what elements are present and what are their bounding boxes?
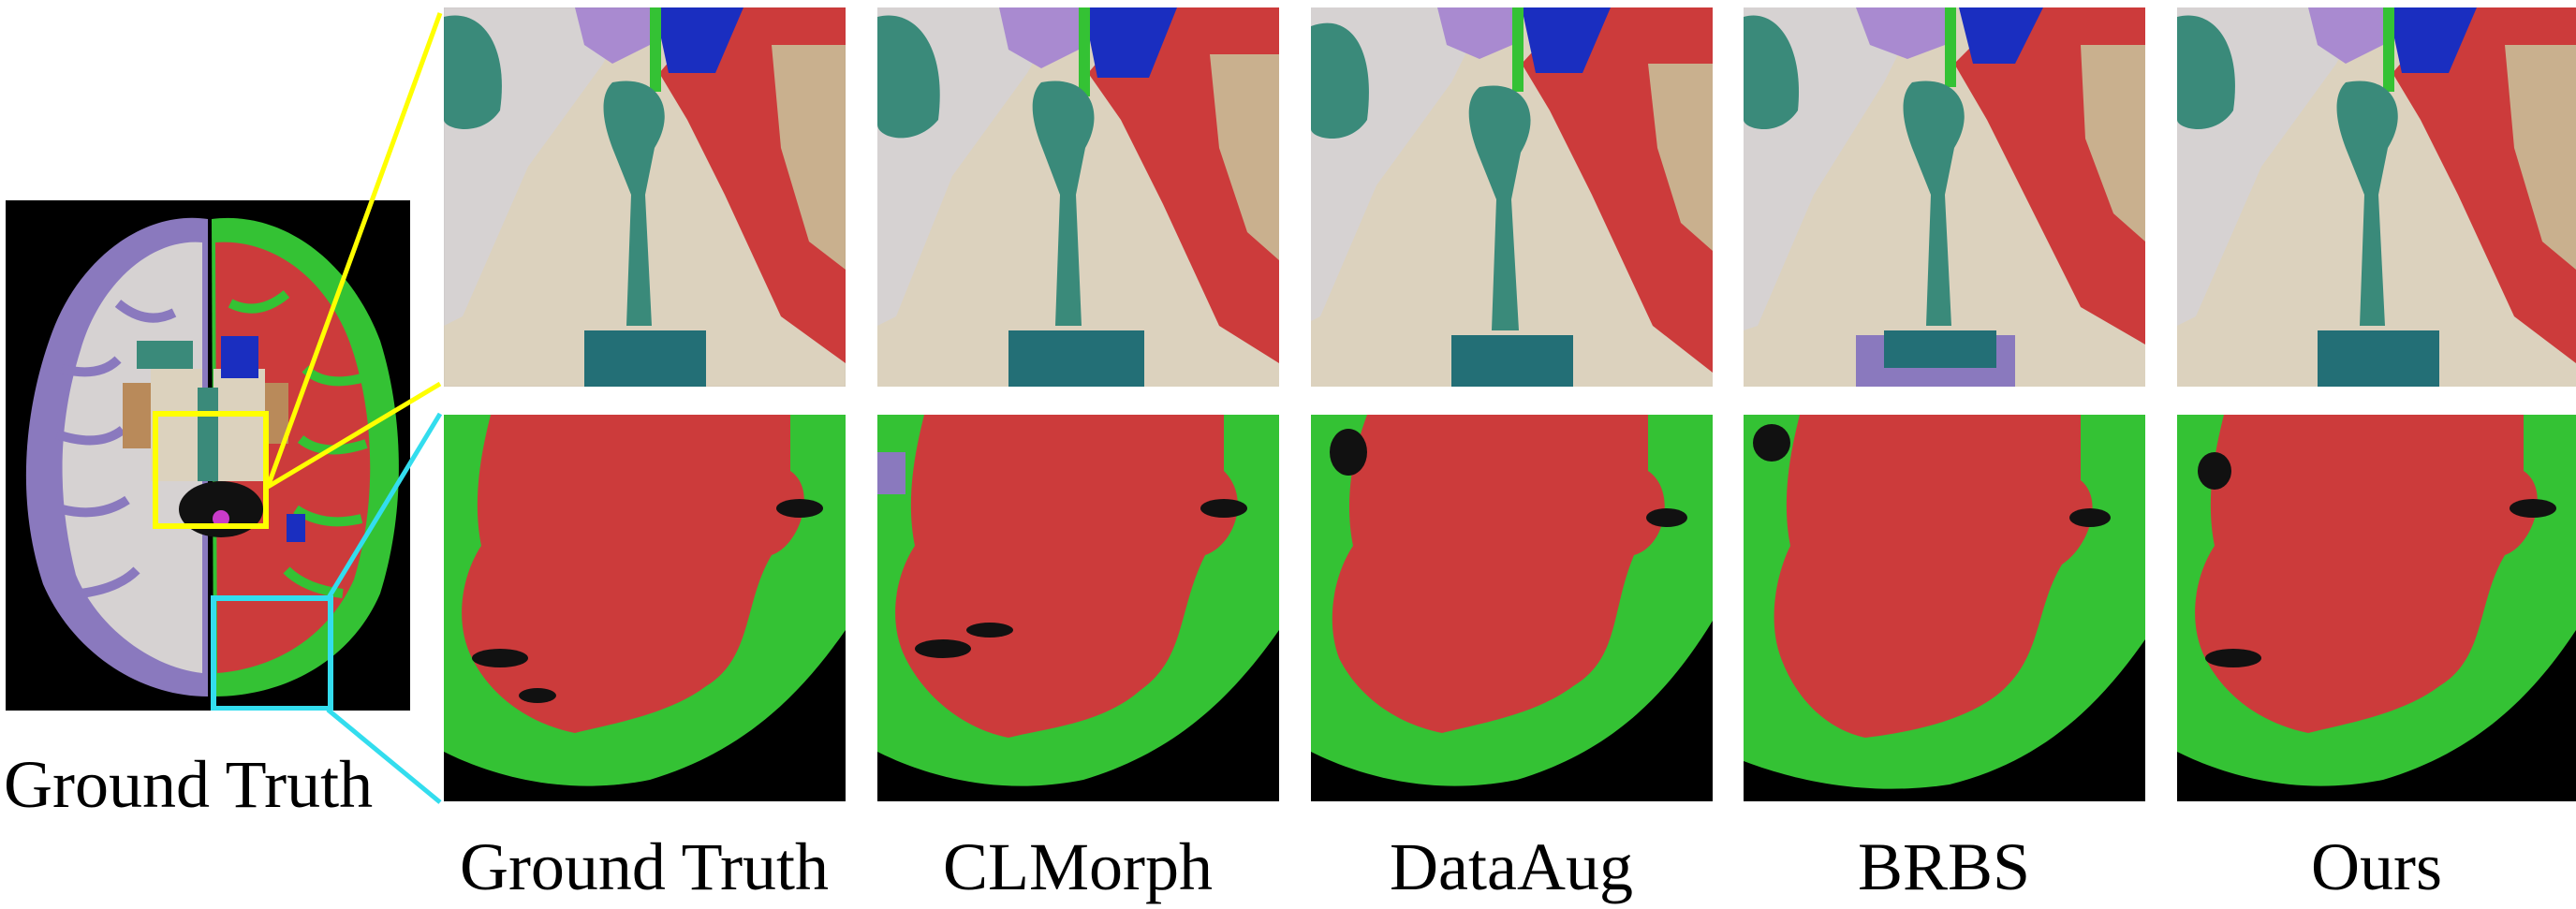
- overview-caption: Ground Truth: [4, 747, 374, 822]
- overview-brain-slice: [6, 200, 410, 711]
- zoom-center-brbs: [1744, 7, 2145, 387]
- zoom-cortex-dataaug: [1311, 415, 1713, 801]
- zoom-center-ours: [2177, 7, 2576, 387]
- column-label-dataaug: DataAug: [1390, 829, 1633, 904]
- column-label-clmorph: CLMorph: [943, 829, 1213, 904]
- zoom-center-dataaug: [1311, 7, 1713, 387]
- column-label-ours: Ours: [2311, 829, 2442, 904]
- zoom-cortex-ground-truth: [444, 415, 846, 801]
- zoom-center-clmorph: [877, 7, 1279, 387]
- column-label-brbs: BRBS: [1857, 829, 2031, 904]
- column-label-ground-truth: Ground Truth: [459, 829, 830, 904]
- zoom-cortex-ours: [2177, 415, 2576, 801]
- zoom-center-ground-truth: [444, 7, 846, 387]
- zoom-cortex-brbs: [1744, 415, 2145, 801]
- zoom-cortex-clmorph: [877, 415, 1279, 801]
